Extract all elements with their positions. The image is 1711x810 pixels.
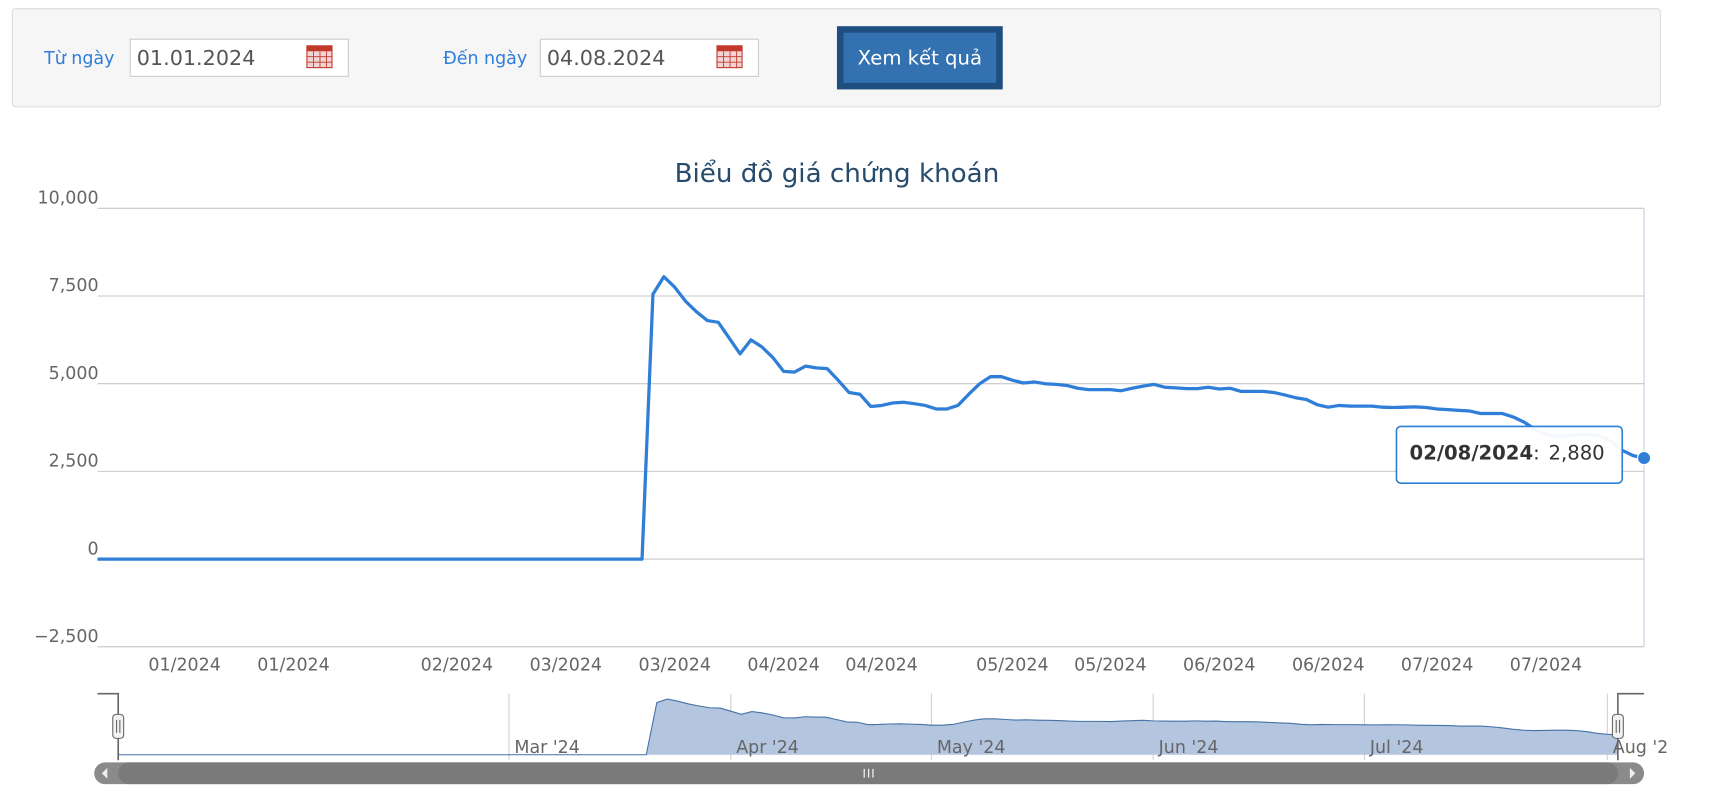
x-tick-label: 04/2024 (747, 655, 819, 675)
tooltip-date: 02/08/2024 (1410, 441, 1534, 464)
nav-tick-label: May '24 (937, 738, 1006, 758)
x-tick-label: 06/2024 (1183, 655, 1255, 675)
x-tick-label: 03/2024 (638, 655, 710, 675)
x-tick-label: 07/2024 (1401, 655, 1473, 675)
y-tick-label: 2,500 (49, 452, 99, 472)
x-tick-label: 01/2024 (148, 655, 220, 675)
chart-title: Biểu đồ giá chứng khoán (675, 159, 1000, 189)
nav-handle[interactable] (112, 713, 125, 739)
navigator: Mar '24 Apr '24 May '24 Jun '24 Jul '24 Aug '… (97, 692, 1668, 761)
nav-tick-label: Jul '24 (1369, 738, 1424, 758)
x-tick-label: 05/2024 (1074, 655, 1146, 675)
tooltip-value: 2,880 (1548, 441, 1604, 464)
from-label: Từ ngày (43, 49, 114, 69)
from-value: 01.01.2024 (137, 46, 256, 70)
hover-point (1636, 450, 1652, 466)
filter-panel (11, 8, 1661, 108)
nav-tick-label: Apr '24 (736, 738, 799, 758)
tooltip-text: 02/08/2024: 2,880 (1410, 441, 1605, 464)
x-tick-label: 02/2024 (421, 655, 493, 675)
nav-line (118, 698, 1618, 756)
x-tick-label: 01/2024 (257, 655, 329, 675)
plot: −2,500 0 2,500 5,000 7,500 10,000 01/2024 01/20… (34, 189, 1652, 675)
y-tick-label: 5,000 (49, 364, 99, 384)
nav-tick-label: Mar '24 (514, 738, 579, 758)
x-tick-label: 04/2024 (845, 655, 917, 675)
nav-tick-label: Jun '24 (1158, 738, 1219, 758)
y-tick-label: 0 (87, 539, 98, 559)
price-line (97, 275, 1645, 561)
tooltip: 02/08/2024: 2,880 (1395, 425, 1624, 484)
tooltip-separator: : (1533, 441, 1540, 464)
nav-tick-label: Aug '2 (1613, 738, 1668, 758)
nav-handle-grip (1615, 719, 1621, 733)
nav-handle[interactable] (1611, 713, 1624, 739)
submit-label: Xem kết quả (858, 46, 982, 69)
x-tick-label: 05/2024 (976, 655, 1048, 675)
to-label: Đến ngày (443, 48, 527, 69)
calendar-icon[interactable] (716, 45, 743, 69)
y-tick-label: 7,500 (49, 276, 99, 296)
nav-handle-grip (116, 719, 121, 733)
y-tick-label: −2,500 (34, 627, 99, 647)
y-tick-label: 10,000 (38, 189, 99, 209)
x-tick-label: 06/2024 (1292, 655, 1364, 675)
x-tick-label: 03/2024 (530, 655, 602, 675)
calendar-icon[interactable] (306, 45, 333, 69)
scrollbar[interactable] (94, 762, 1645, 785)
to-value: 04.08.2024 (547, 46, 666, 70)
x-tick-label: 07/2024 (1510, 655, 1582, 675)
nav-area (118, 699, 1618, 755)
